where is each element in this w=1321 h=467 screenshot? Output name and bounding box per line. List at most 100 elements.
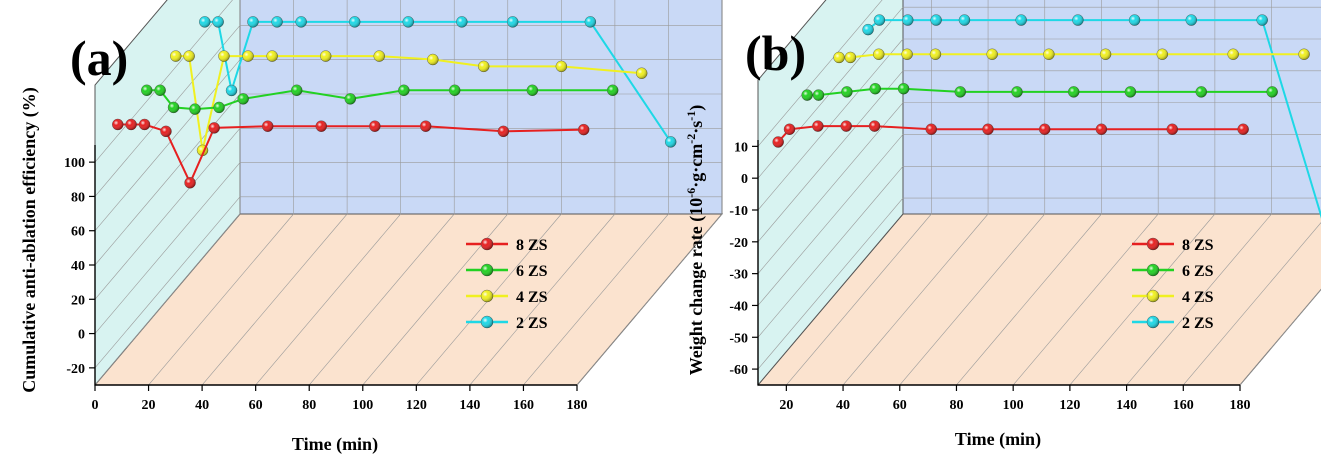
y-tick-label: -10 (729, 204, 748, 219)
x-tick-label: 20 (779, 398, 793, 413)
data-point-shade (526, 84, 538, 96)
x-tick-label: 140 (1116, 398, 1137, 413)
data-point-shade (784, 123, 796, 135)
back-wall-a (239, 0, 723, 215)
data-point-shade (954, 86, 966, 98)
data-point-shade (295, 16, 307, 28)
series-line (204, 20, 672, 143)
data-point-shade (497, 125, 509, 137)
x-tick-label: 120 (406, 398, 427, 413)
legend-label: 2 ZS (516, 315, 548, 332)
x-tick-label: 0 (92, 398, 99, 413)
data-point-shade (449, 84, 461, 96)
data-point-shade (555, 60, 567, 72)
chart-panel-b: 20 40 60 80 100 120 140 160 180-60-50-40-30-20-1… (684, 0, 1321, 450)
y-tick-label: -40 (729, 299, 748, 314)
panel-label: (b) (745, 25, 806, 81)
data-point-shade (1072, 14, 1084, 26)
data-point-shade (844, 51, 856, 63)
x-tick-label: 120 (1059, 398, 1080, 413)
data-point-shade (315, 120, 327, 132)
x-tick-label: 80 (949, 398, 963, 413)
data-point-shade (139, 118, 151, 130)
legend-a: 8 ZS 6 ZS 4 ZS 2 ZS (466, 237, 548, 332)
legend-label: 6 ZS (516, 263, 548, 280)
legend-b: 8 ZS 6 ZS 4 ZS 2 ZS (1132, 237, 1214, 332)
y-tick-label: -50 (729, 331, 748, 346)
x-tick-label: 160 (513, 398, 534, 413)
panel-label: (a) (70, 30, 128, 86)
data-point-shade (125, 118, 137, 130)
data-point-shade (862, 24, 874, 36)
data-point-shade (291, 84, 303, 96)
y-tick-label: -20 (729, 236, 748, 251)
data-point-shade (1166, 123, 1178, 135)
x-tick-label: 180 (1230, 398, 1251, 413)
data-point-shade (1256, 14, 1268, 26)
data-point-shade (237, 93, 249, 105)
series-4-zs (170, 50, 648, 157)
x-tick-label: 20 (142, 398, 156, 413)
series-8-zs (112, 118, 590, 189)
data-point-shade (160, 125, 172, 137)
data-point-shade (456, 16, 468, 28)
data-point-shade (184, 177, 196, 189)
legend-marker-shade (481, 316, 493, 328)
legend-marker-shade (1147, 238, 1159, 250)
data-point-shade (812, 120, 824, 132)
legend-label: 4 ZS (1182, 289, 1214, 306)
y-axis-label: Cumulative anti-ablation efficiency (%) (19, 87, 40, 392)
data-point-shade (1266, 86, 1278, 98)
data-point-shade (607, 84, 619, 96)
data-point-shade (898, 83, 910, 95)
data-point-shade (869, 120, 881, 132)
legend-label: 8 ZS (1182, 237, 1214, 254)
data-point-shade (369, 120, 381, 132)
y-tick-label: 80 (71, 190, 85, 205)
series-line (175, 55, 642, 151)
data-point-shade (262, 120, 274, 132)
y-tick-label: 0 (78, 328, 85, 343)
data-point-shade (873, 14, 885, 26)
data-point-shade (212, 16, 224, 28)
x-tick-label: 180 (567, 398, 588, 413)
series-2-zs (199, 16, 677, 148)
data-point-shade (841, 86, 853, 98)
data-point-shade (373, 50, 385, 62)
data-point-shade (578, 124, 590, 136)
data-point-shade (801, 89, 813, 101)
data-point-shade (1068, 86, 1080, 98)
data-point-shade (1129, 14, 1141, 26)
legend-marker-shade (481, 290, 493, 302)
x-tick-label: 40 (836, 398, 850, 413)
data-point-shade (226, 84, 238, 96)
data-point-shade (772, 136, 784, 148)
y-axis-label: Weight change rate (10-6·g·cm-2·s-1) (684, 105, 707, 375)
data-point-shade (141, 84, 153, 96)
data-point-shade (420, 120, 432, 132)
data-point-shade (1298, 48, 1310, 60)
y-tick-label: 60 (71, 225, 85, 240)
data-point-shade (1156, 48, 1168, 60)
data-point-shade (208, 122, 220, 134)
y-tick-label: 0 (741, 172, 748, 187)
legend-marker-shade (481, 238, 493, 250)
data-point-shade (271, 16, 283, 28)
y-tick-label: 10 (734, 140, 748, 155)
data-point-shade (189, 103, 201, 115)
data-point-shade (320, 50, 332, 62)
data-point-shade (266, 50, 278, 62)
legend-label: 8 ZS (516, 237, 548, 254)
data-point-shade (170, 50, 182, 62)
data-point-shade (1015, 14, 1027, 26)
data-point-shade (901, 48, 913, 60)
data-point-shade (1039, 123, 1051, 135)
data-point-shade (478, 60, 490, 72)
data-point-shade (168, 101, 180, 113)
x-tick-label: 80 (302, 398, 316, 413)
series-4-zs (833, 48, 1310, 64)
data-point-shade (1011, 86, 1023, 98)
data-point-shade (1195, 86, 1207, 98)
data-point-shade (427, 54, 439, 66)
x-tick-label: 100 (1003, 398, 1024, 413)
